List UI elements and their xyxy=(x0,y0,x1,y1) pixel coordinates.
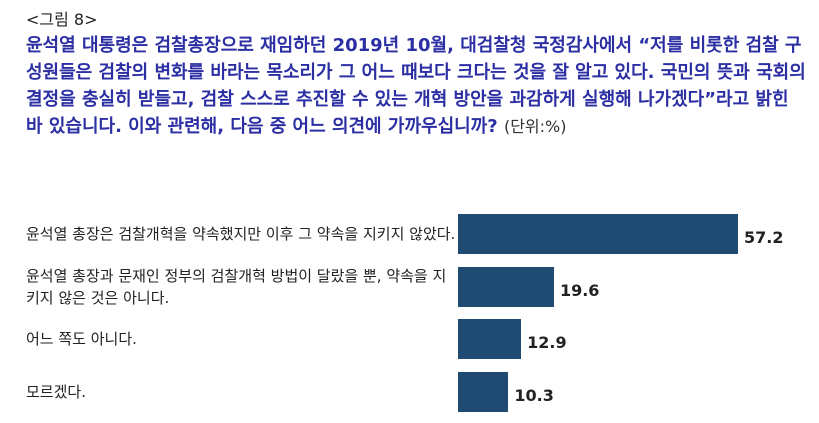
bar-chart: 윤석열 총장은 검찰개혁을 약속했지만 이후 그 약속을 지키지 않았다. 57.… xyxy=(0,200,819,423)
bar xyxy=(458,267,554,307)
unit-label: (단위:%) xyxy=(503,117,567,136)
value-label: 57.2 xyxy=(744,228,784,247)
value-label: 19.6 xyxy=(559,281,600,300)
category-label: 윤석열 총장과 문재인 정부의 검찰개혁 방법이 달랐을 뿐, 약속을 지키지 … xyxy=(26,267,447,307)
category-label: 모르겠다. xyxy=(26,383,86,401)
bar xyxy=(458,214,738,254)
value-label: 12.9 xyxy=(527,333,567,352)
bar xyxy=(458,372,509,412)
question-body: 윤석열 대통령은 검찰총장으로 재임하던 2019년 10월, 대검찰청 국정감… xyxy=(26,35,806,137)
category-label: 윤석열 총장은 검찰개혁을 약속했지만 이후 그 약속을 지키지 않았다. xyxy=(26,225,456,243)
bar xyxy=(458,319,522,359)
figure-label: <그림 8> xyxy=(26,10,98,29)
question-text: 윤석열 대통령은 검찰총장으로 재임하던 2019년 10월, 대검찰청 국정감… xyxy=(26,32,811,140)
value-label: 10.3 xyxy=(514,386,554,405)
category-label: 어느 쪽도 아니다. xyxy=(26,330,137,348)
